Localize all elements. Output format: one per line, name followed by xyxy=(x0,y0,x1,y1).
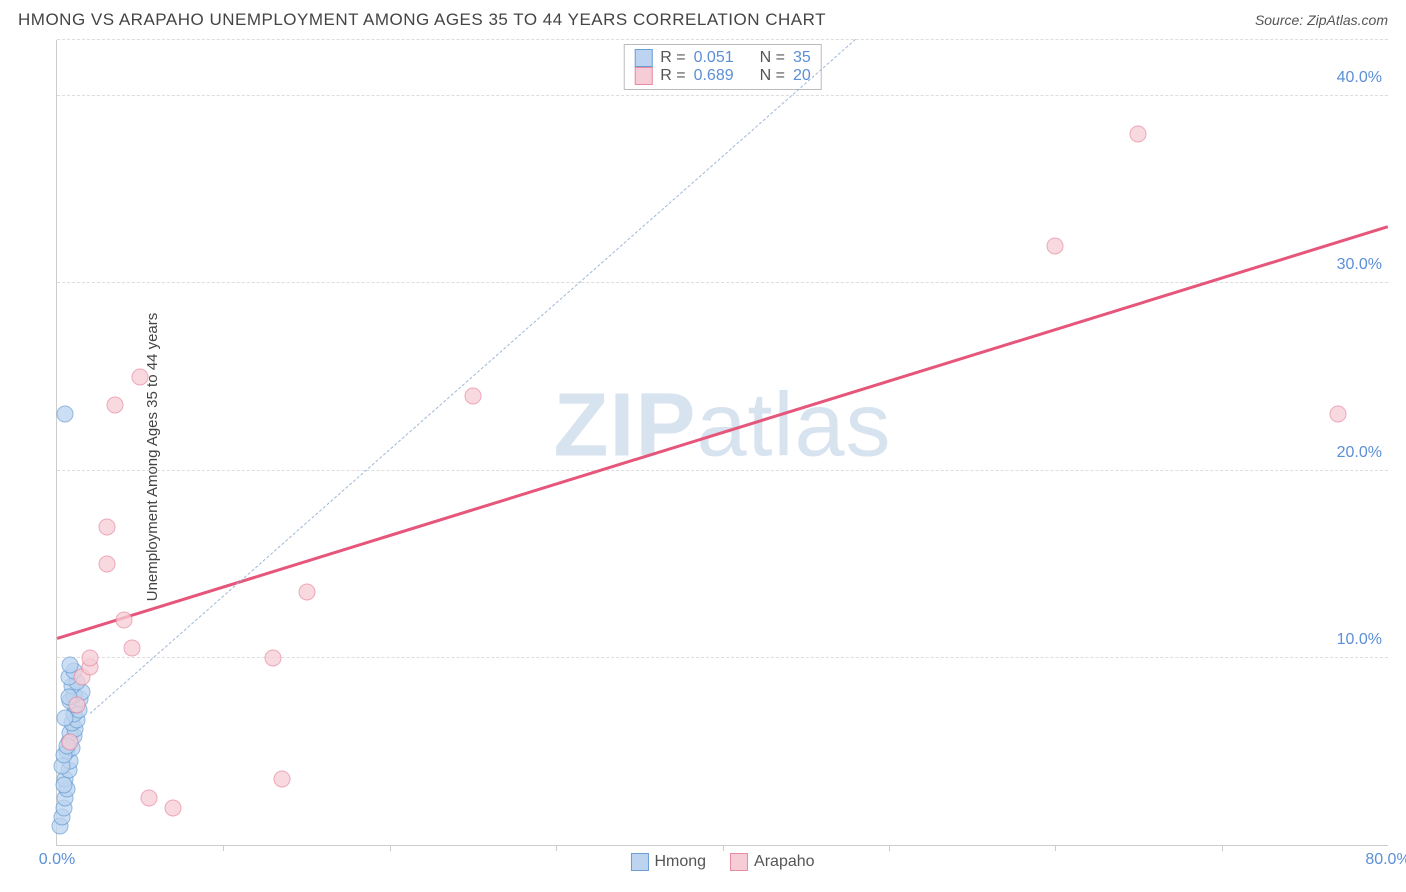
gridline-h xyxy=(57,39,1388,40)
x-minor-tick xyxy=(889,845,890,851)
gridline-h xyxy=(57,470,1388,471)
data-point-arapaho xyxy=(165,799,182,816)
data-point-arapaho xyxy=(265,649,282,666)
x-minor-tick xyxy=(556,845,557,851)
x-tick-label: 0.0% xyxy=(39,851,75,869)
stats-legend: R = 0.051 N = 35 R = 0.689 N = 20 xyxy=(623,44,822,90)
data-point-arapaho xyxy=(115,612,132,629)
stat-n-label: N = xyxy=(760,49,785,67)
swatch-arapaho xyxy=(730,853,748,871)
gridline-h xyxy=(57,657,1388,658)
x-minor-tick xyxy=(223,845,224,851)
data-point-hmong xyxy=(55,777,72,794)
stat-r-value: 0.689 xyxy=(694,67,734,85)
legend-item-arapaho: Arapaho xyxy=(730,853,815,871)
chart-header: HMONG VS ARAPAHO UNEMPLOYMENT AMONG AGES… xyxy=(0,0,1406,36)
data-point-arapaho xyxy=(464,387,481,404)
swatch-arapaho xyxy=(634,67,652,85)
chart-title: HMONG VS ARAPAHO UNEMPLOYMENT AMONG AGES… xyxy=(18,10,826,30)
swatch-hmong xyxy=(634,49,652,67)
stat-n-value: 20 xyxy=(793,67,811,85)
data-point-arapaho xyxy=(132,368,149,385)
data-point-arapaho xyxy=(1330,406,1347,423)
data-point-arapaho xyxy=(1047,237,1064,254)
y-tick-label: 40.0% xyxy=(1337,69,1382,87)
x-minor-tick xyxy=(1222,845,1223,851)
legend-item-hmong: Hmong xyxy=(630,853,706,871)
plot-area: ZIPatlas R =0.051N =35R =0.689N =20 Hmon… xyxy=(56,40,1388,846)
data-point-arapaho xyxy=(82,649,99,666)
stat-r-label: R = xyxy=(660,49,685,67)
data-point-arapaho xyxy=(68,696,85,713)
data-point-arapaho xyxy=(298,584,315,601)
swatch-hmong xyxy=(630,853,648,871)
gridline-h xyxy=(57,95,1388,96)
legend-label: Arapaho xyxy=(754,853,815,871)
data-point-arapaho xyxy=(107,397,124,414)
data-point-hmong xyxy=(57,406,74,423)
x-minor-tick xyxy=(390,845,391,851)
chart-container: Unemployment Among Ages 35 to 44 years Z… xyxy=(18,40,1388,874)
chart-source: Source: ZipAtlas.com xyxy=(1255,12,1388,28)
data-point-arapaho xyxy=(1130,125,1147,142)
data-point-arapaho xyxy=(273,771,290,788)
y-tick-label: 20.0% xyxy=(1337,444,1382,462)
stats-row-hmong: R = 0.051 N = 35 xyxy=(634,49,811,67)
data-point-arapaho xyxy=(123,640,140,657)
trendline-hmong xyxy=(90,39,856,714)
data-point-arapaho xyxy=(98,556,115,573)
y-tick-label: 30.0% xyxy=(1337,256,1382,274)
stat-r-label: R = xyxy=(660,67,685,85)
gridline-h xyxy=(57,282,1388,283)
stat-r-value: 0.051 xyxy=(694,49,734,67)
data-point-hmong xyxy=(57,709,74,726)
data-point-arapaho xyxy=(98,518,115,535)
series-legend: Hmong Arapaho xyxy=(630,853,814,871)
data-point-arapaho xyxy=(140,790,157,807)
stat-n-value: 35 xyxy=(793,49,811,67)
legend-label: Hmong xyxy=(654,853,706,871)
y-tick-label: 10.0% xyxy=(1337,631,1382,649)
x-tick-label: 80.0% xyxy=(1365,851,1406,869)
stats-row-arapaho: R = 0.689 N = 20 xyxy=(634,67,811,85)
stat-n-label: N = xyxy=(760,67,785,85)
x-minor-tick xyxy=(1055,845,1056,851)
x-minor-tick xyxy=(723,845,724,851)
trendline-arapaho xyxy=(57,225,1389,639)
watermark: ZIPatlas xyxy=(553,375,891,478)
data-point-arapaho xyxy=(62,734,79,751)
